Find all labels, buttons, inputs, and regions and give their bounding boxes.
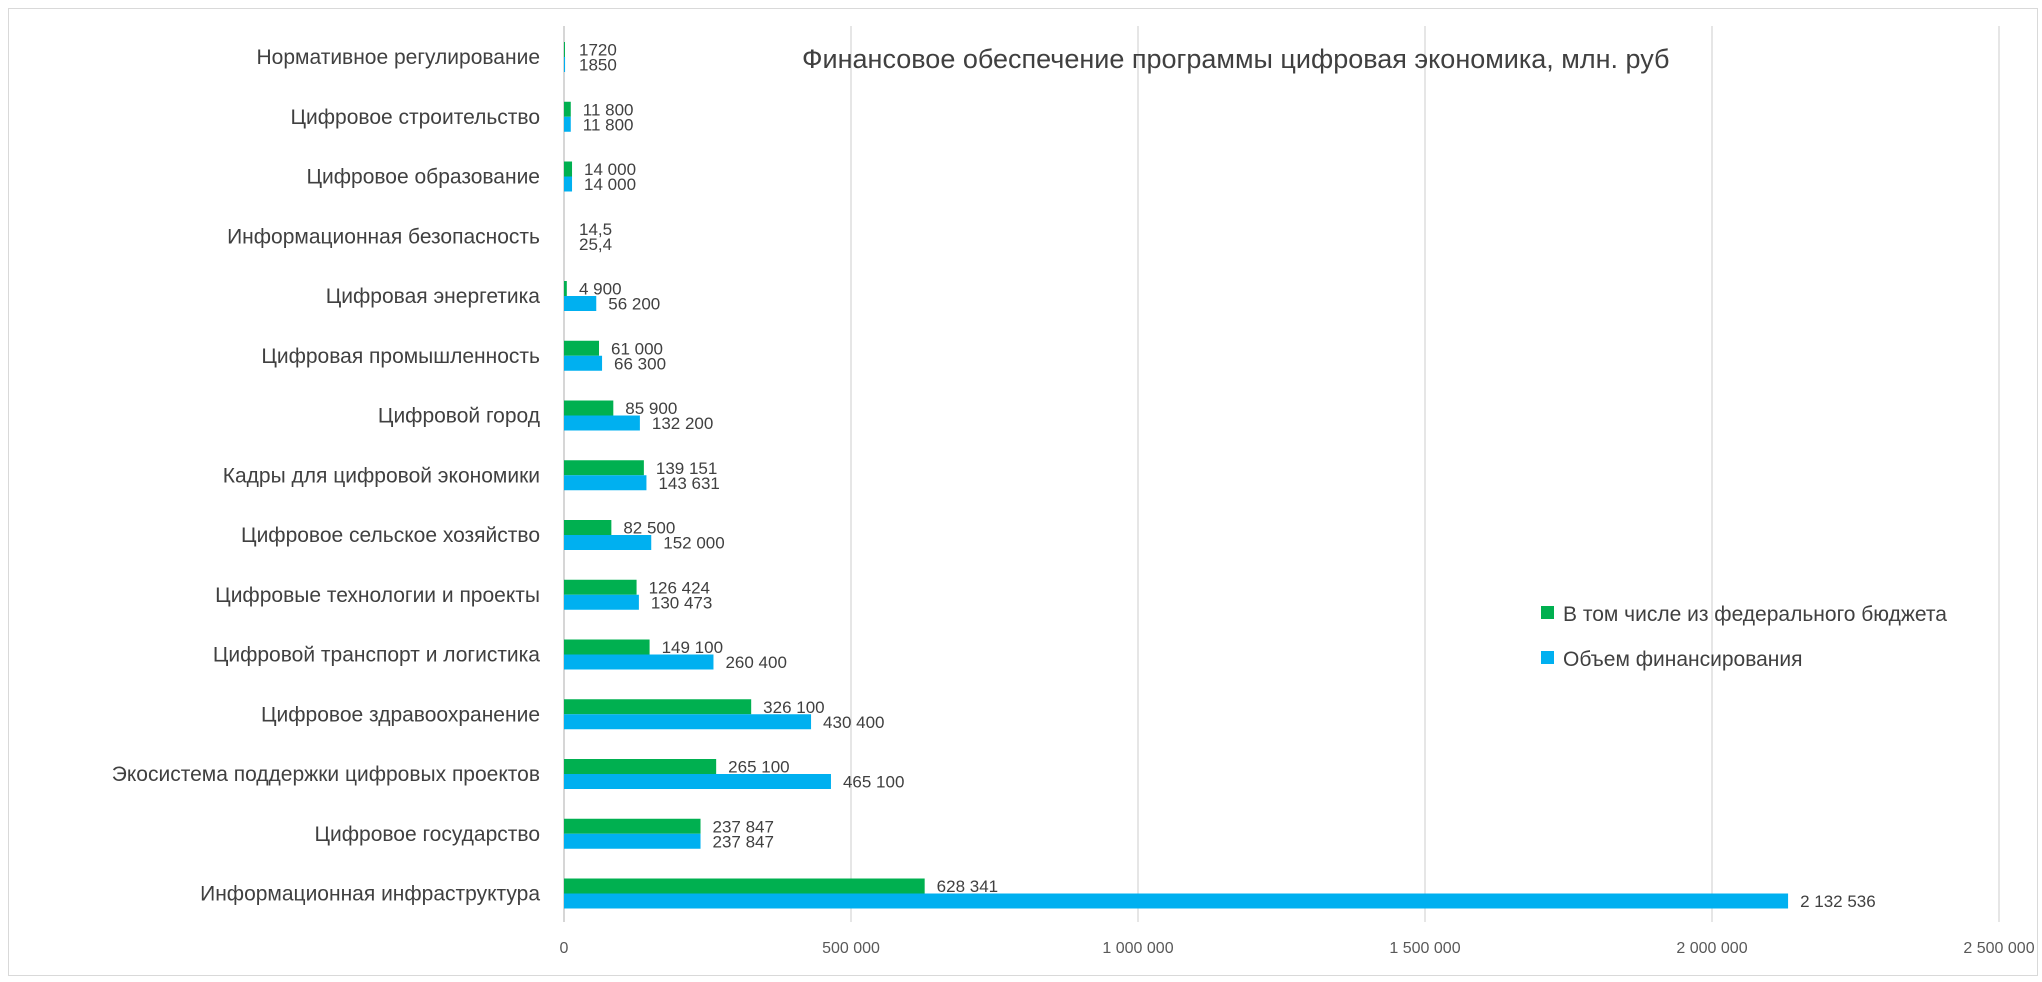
category-labels: Нормативное регулирование Цифровое строит… <box>112 46 541 906</box>
category-label: Цифровое сельское хозяйство <box>241 524 540 547</box>
bar-federal <box>564 759 717 774</box>
category-label: Экосистема поддержки цифровых проектов <box>112 763 540 786</box>
legend: В том числе из федерального бюджета Объе… <box>1541 603 1947 671</box>
data-label-federal: 85 900 <box>625 399 677 418</box>
data-label-federal: 237 847 <box>713 817 774 836</box>
bars <box>564 42 1789 909</box>
data-label-total: 66 300 <box>614 354 666 373</box>
data-label-total: 2 132 536 <box>1800 892 1876 911</box>
category-label: Нормативное регулирование <box>257 46 540 69</box>
data-label-total: 260 400 <box>725 653 786 672</box>
category-label: Цифровое государство <box>314 823 540 846</box>
data-label-federal: 11 800 <box>583 100 634 119</box>
bar-federal <box>564 42 565 57</box>
x-tick-label: 500 000 <box>822 940 880 957</box>
bar-total <box>564 714 812 730</box>
bar-total <box>564 57 566 72</box>
data-label-total: 130 473 <box>651 593 712 612</box>
x-tick-label: 2 500 000 <box>1963 940 2034 957</box>
data-label-federal: 149 100 <box>662 638 723 657</box>
bar-total <box>564 296 597 311</box>
bar-total <box>564 833 701 849</box>
bar-federal <box>564 878 925 894</box>
bar-federal <box>564 579 637 595</box>
data-label-total: 430 400 <box>823 713 884 732</box>
category-label: Информационная безопасность <box>227 225 540 248</box>
data-label-federal: 326 100 <box>763 698 824 717</box>
data-label-total: 465 100 <box>843 773 904 792</box>
category-label: Кадры для цифровой экономики <box>223 464 540 487</box>
bar-federal <box>564 161 573 177</box>
data-label-federal: 126 424 <box>649 578 710 597</box>
data-label-total: 14 000 <box>584 175 636 194</box>
bar-total <box>564 355 603 371</box>
chart-frame <box>8 8 2038 976</box>
category-label: Цифровая энергетика <box>326 285 541 308</box>
x-axis-ticks: 0 500 000 1 000 000 1 500 000 2 000 000 2 500… <box>560 940 2035 957</box>
bar-federal <box>564 699 752 715</box>
x-tick-label: 1 000 000 <box>1102 940 1173 957</box>
legend-label-total: Объем финансирования <box>1563 648 1803 671</box>
bar-total <box>564 535 652 550</box>
category-label: Цифровой транспорт и логистика <box>213 644 540 667</box>
bar-total <box>564 475 647 491</box>
data-label-total: 1850 <box>579 56 617 75</box>
bar-federal <box>564 281 567 296</box>
x-tick-label: 0 <box>560 940 569 957</box>
bar-total <box>564 415 640 431</box>
data-label-total: 237 847 <box>713 832 774 851</box>
bar-federal <box>564 639 650 655</box>
bar-total <box>564 774 831 789</box>
data-label-federal: 139 151 <box>656 459 717 478</box>
data-label-total: 25,4 <box>579 235 612 254</box>
bar-total <box>564 893 1789 909</box>
data-label-total: 152 000 <box>663 534 724 553</box>
category-label: Цифровое образование <box>306 166 540 189</box>
data-label-federal: 82 500 <box>623 519 675 538</box>
category-label: Цифровое здравоохранение <box>261 703 540 726</box>
category-label: Информационная инфраструктура <box>200 883 540 906</box>
data-label-federal: 4 900 <box>579 280 622 299</box>
bar-federal <box>564 460 644 476</box>
data-label-federal: 628 341 <box>937 877 998 896</box>
data-label-total: 11 800 <box>583 115 634 134</box>
data-label-federal: 61 000 <box>611 339 663 358</box>
bar-federal <box>564 400 614 416</box>
data-label-total: 132 200 <box>652 414 713 433</box>
x-tick-label: 2 000 000 <box>1676 940 1747 957</box>
chart-title: Финансовое обеспечение программы цифрова… <box>802 44 1670 74</box>
category-label: Цифровой город <box>378 405 540 428</box>
bar-total <box>564 116 571 132</box>
category-label: Цифровые технологии и проекты <box>215 584 540 607</box>
legend-swatch-total <box>1541 651 1554 664</box>
bar-total <box>564 594 639 610</box>
data-label-total: 143 631 <box>658 474 719 493</box>
data-label-federal: 1720 <box>579 41 617 60</box>
data-label-federal: 14,5 <box>579 220 612 239</box>
category-label: Цифровое строительство <box>291 106 541 129</box>
bar-total <box>564 654 714 670</box>
x-tick-label: 1 500 000 <box>1389 940 1460 957</box>
data-label-total: 56 200 <box>608 295 660 314</box>
data-label-federal: 14 000 <box>584 160 636 179</box>
bar-federal <box>564 818 701 834</box>
bar-federal <box>564 340 600 356</box>
category-label: Цифровая промышленность <box>261 345 540 368</box>
legend-label-federal: В том числе из федерального бюджета <box>1563 603 1947 626</box>
bar-total <box>564 176 573 192</box>
bar-federal <box>564 101 571 117</box>
bar-federal <box>564 520 612 535</box>
legend-swatch-federal <box>1541 606 1554 619</box>
data-label-federal: 265 100 <box>728 758 789 777</box>
